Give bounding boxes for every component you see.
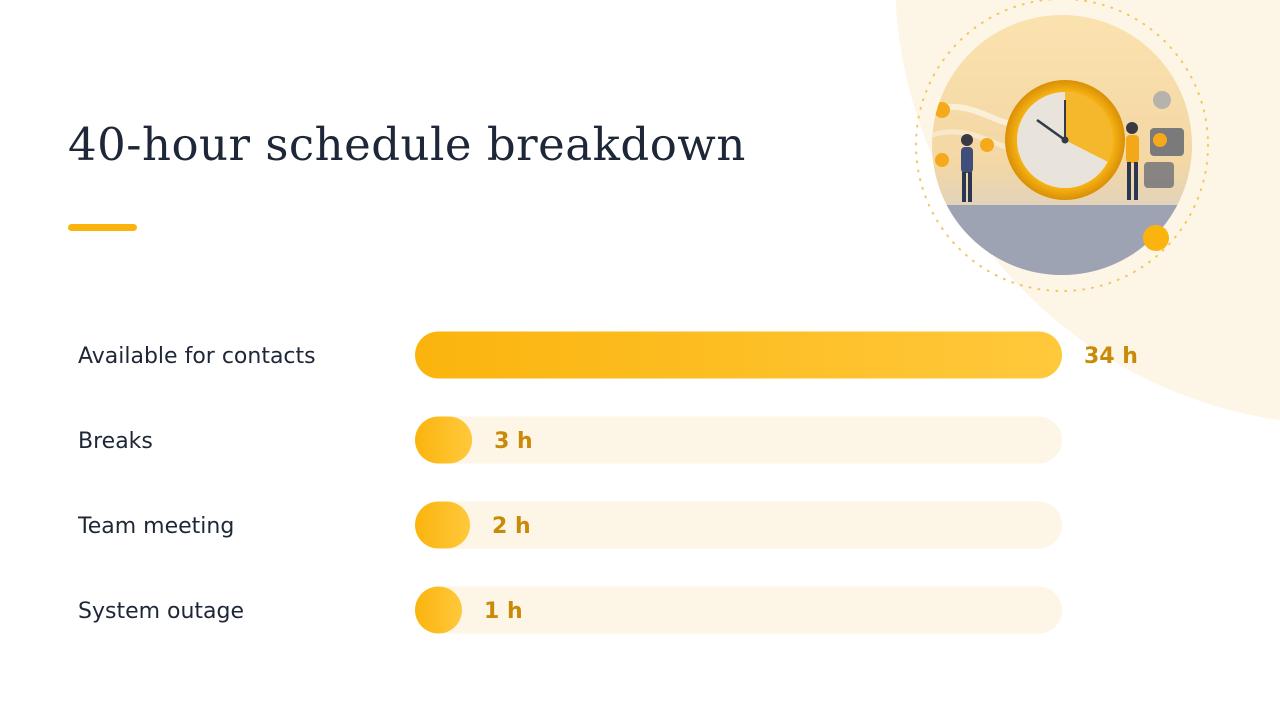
- value-label-team-meeting: 2 h: [492, 514, 531, 539]
- row-label-breaks: Breaks: [78, 429, 153, 454]
- row-label-team-meeting: Team meeting: [77, 514, 234, 539]
- bar-track-team-meeting: [415, 501, 1062, 549]
- row-label-system-outage: System outage: [78, 599, 244, 624]
- value-label-available-for-contacts: 34 h: [1084, 344, 1138, 369]
- title-underline-accent: [68, 224, 137, 231]
- chart-rows: Available for contacts 34 h Breaks 3 h Team …: [77, 331, 1138, 634]
- bar-team-meeting: [415, 501, 470, 549]
- bar-track-system-outage: [415, 586, 1062, 634]
- bar-breaks: [415, 416, 473, 464]
- bar-track-breaks: [415, 416, 1062, 464]
- row-label-available-for-contacts: Available for contacts: [78, 344, 316, 369]
- bar-system-outage: [415, 586, 462, 634]
- value-label-breaks: 3 h: [494, 429, 533, 454]
- clock-illustration: [915, 0, 1209, 292]
- value-label-system-outage: 1 h: [484, 599, 523, 624]
- bar-available-for-contacts: [415, 331, 1062, 379]
- page-title: 40-hour schedule breakdown: [68, 118, 746, 171]
